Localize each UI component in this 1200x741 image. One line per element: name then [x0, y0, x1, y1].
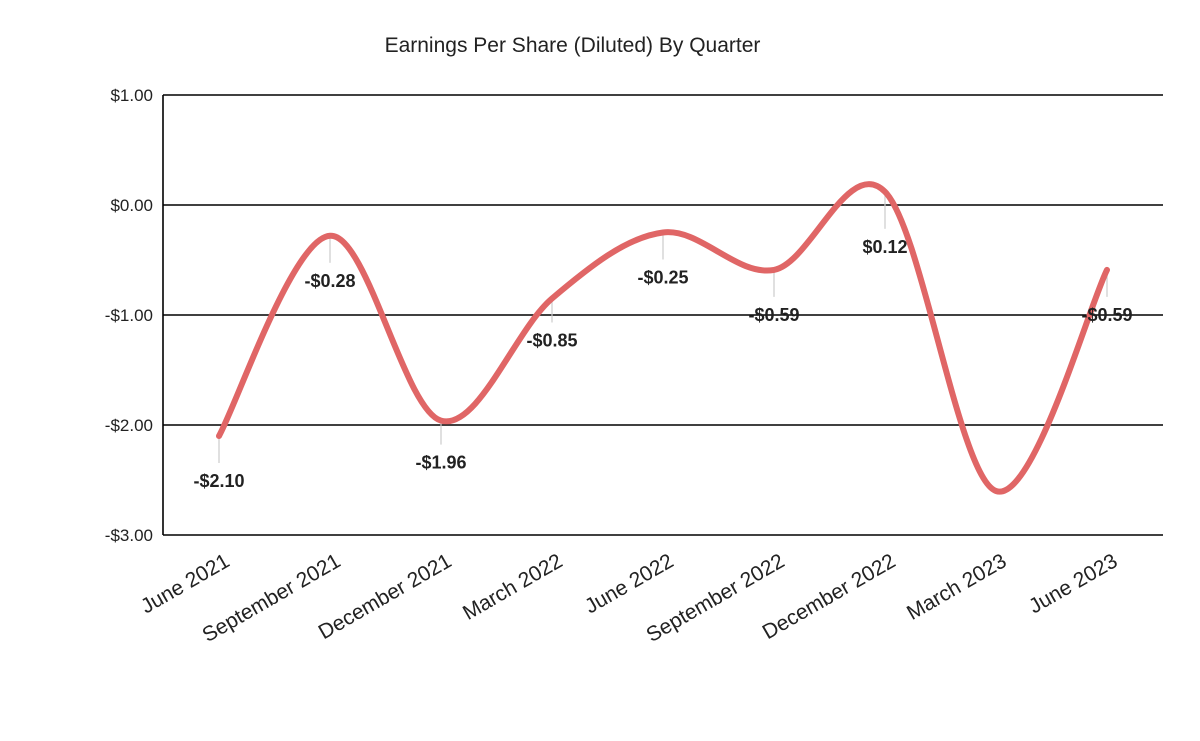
data-label: -$0.59: [1081, 305, 1132, 325]
x-tick-label: March 2022: [459, 549, 567, 624]
y-tick-label: -$3.00: [105, 526, 153, 545]
data-label: $0.12: [862, 237, 907, 257]
data-label: -$0.28: [304, 271, 355, 291]
data-label: -$2.10: [193, 471, 244, 491]
y-tick-label: $0.00: [110, 196, 153, 215]
data-label: -$0.59: [748, 305, 799, 325]
data-label: -$0.25: [637, 268, 688, 288]
y-tick-label: $1.00: [110, 86, 153, 105]
y-tick-label: -$1.00: [105, 306, 153, 325]
y-tick-label: -$2.00: [105, 416, 153, 435]
x-tick-label: June 2022: [581, 549, 677, 618]
data-label: -$1.96: [415, 453, 466, 473]
x-tick-label: June 2023: [1025, 549, 1121, 618]
x-tick-label: June 2021: [137, 549, 233, 618]
chart-title: Earnings Per Share (Diluted) By Quarter: [384, 34, 761, 57]
data-label: -$0.85: [526, 331, 577, 351]
series-line: [216, 181, 1110, 495]
x-tick-label: March 2023: [903, 549, 1011, 624]
